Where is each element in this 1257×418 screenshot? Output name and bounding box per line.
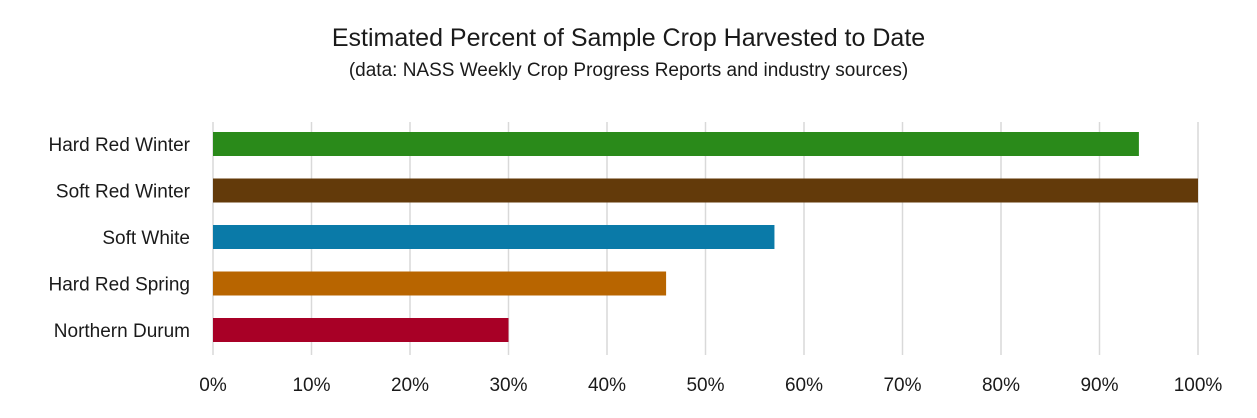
category-label: Northern Durum: [54, 321, 190, 342]
x-tick-label: 90%: [1080, 375, 1118, 396]
chart-title: Estimated Percent of Sample Crop Harvest…: [331, 24, 926, 52]
bar: [213, 318, 509, 342]
x-tick-label: 70%: [883, 375, 921, 396]
x-tick-label: 30%: [489, 375, 527, 396]
bar: [213, 225, 775, 249]
bar: [213, 271, 667, 296]
category-label: Soft Red Winter: [56, 182, 191, 203]
x-tick-label: 100%: [1174, 375, 1223, 396]
x-tick-label: 10%: [292, 375, 330, 396]
bar: [213, 132, 1139, 156]
chart-subtitle: (data: NASS Weekly Crop Progress Reports…: [348, 60, 909, 81]
x-tick-label: 50%: [686, 375, 724, 396]
bar: [213, 178, 1198, 203]
x-tick-label: 60%: [785, 375, 823, 396]
category-label: Soft White: [102, 228, 190, 249]
x-tick-label: 20%: [391, 375, 429, 396]
x-tick-label: 0%: [199, 375, 227, 396]
category-labels: Hard Red Winter Soft Red Winter Soft White…: [48, 135, 190, 342]
x-tick-label: 40%: [588, 375, 626, 396]
x-tick-labels: 0% 10% 20% 30% 40% 50% 60% 70% 80% 90% 100%: [199, 375, 1222, 396]
category-label: Hard Red Spring: [48, 275, 190, 296]
category-label: Hard Red Winter: [49, 135, 191, 156]
x-tick-label: 80%: [982, 375, 1020, 396]
bars: [213, 132, 1198, 342]
